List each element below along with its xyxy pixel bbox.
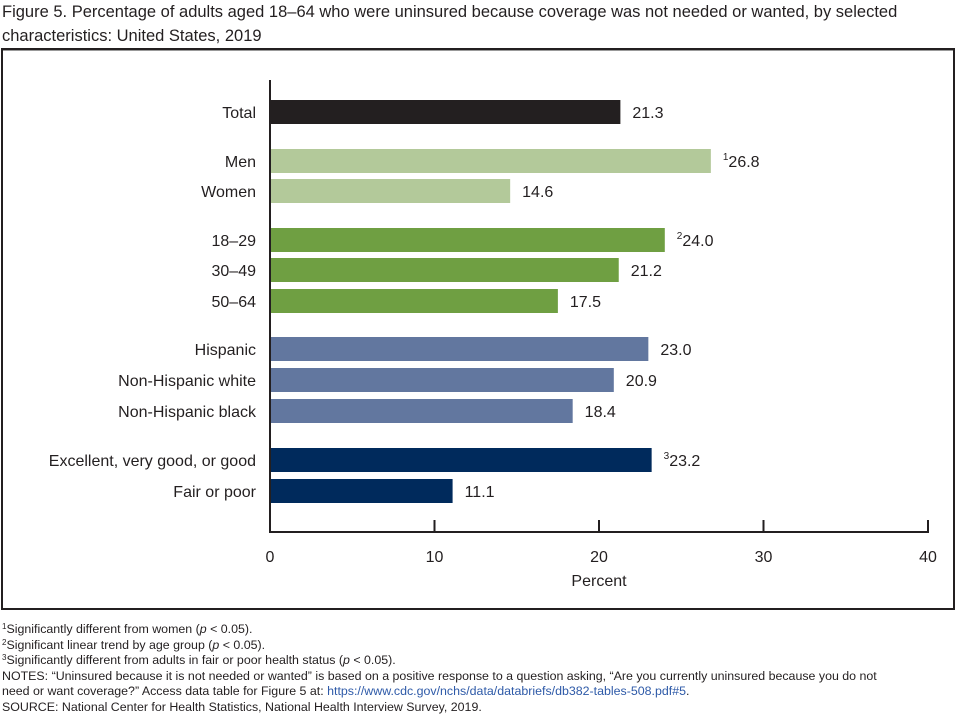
footnote-text: < 0.05).	[349, 653, 396, 667]
footnote-1: 1Significantly different from women (p <…	[2, 622, 957, 638]
x-axis-label: Percent	[571, 573, 627, 590]
footnote-italic: p	[212, 637, 220, 652]
bar	[270, 368, 614, 392]
x-tick-label: 40	[919, 549, 937, 566]
footnote-mark: 2	[2, 637, 7, 647]
notes-line-1: NOTES: “Uninsured because it is not need…	[2, 668, 877, 683]
value-label: 11.1	[465, 484, 495, 501]
notes-line-2: need or want coverage?” Access data tabl…	[2, 684, 957, 700]
footnote-mark: 1	[723, 152, 729, 163]
bar	[270, 179, 511, 203]
notes-section: 1Significantly different from women (p <…	[2, 622, 957, 715]
category-label: 30–49	[212, 263, 257, 280]
bar	[270, 258, 619, 282]
category-label: Excellent, very good, or good	[49, 453, 256, 470]
footnote-mark: 3	[664, 451, 670, 462]
footnote-3: 3Significantly different from adults in …	[2, 653, 957, 669]
bars-group	[270, 100, 711, 503]
value-label: 21.2	[631, 263, 662, 280]
bar	[270, 479, 453, 503]
footnote-italic: p	[343, 653, 350, 667]
figure-title: Figure 5. Percentage of adults aged 18–6…	[2, 3, 898, 45]
footnote-text: Significant linear trend by age group (	[6, 637, 213, 652]
category-label: Non-Hispanic white	[118, 373, 256, 390]
value-label: 17.5	[570, 294, 601, 311]
footnote-text: < 0.05).	[206, 622, 253, 636]
footnote-mark: 3	[2, 653, 7, 662]
footnote-italic: p	[199, 622, 207, 636]
category-label: Hispanic	[195, 342, 256, 359]
bar-chart: Total Men Women 18–29 30–49 50–64 Hispanic Non-…	[49, 80, 937, 590]
bar	[270, 228, 665, 252]
x-tick-label: 20	[590, 549, 608, 566]
category-label: Fair or poor	[173, 484, 256, 501]
x-tick-label: 0	[266, 549, 275, 566]
source-line: SOURCE: National Center for Health Stati…	[2, 699, 482, 714]
chart-frame	[1, 48, 955, 610]
footnote-text: < 0.05).	[219, 637, 266, 652]
notes-text: need or want coverage?” Access data tabl…	[2, 684, 328, 698]
value-label: 14.6	[522, 184, 553, 201]
footnote-mark: 1	[2, 622, 7, 631]
notes-text: .	[685, 684, 690, 698]
category-label: Women	[201, 184, 256, 201]
value-label: 224.0	[677, 231, 714, 250]
bar	[270, 399, 573, 423]
category-label: Men	[225, 154, 256, 171]
data-table-link[interactable]: https://www.cdc.gov/nchs/data/databriefs…	[327, 684, 686, 698]
x-tick-label: 30	[755, 549, 773, 566]
x-axis: 0 10 20 30 40	[266, 80, 937, 566]
value-labels-group: 21.3126.814.6224.021.217.523.020.918.432…	[465, 105, 760, 501]
footnote-text: Significantly different from adults in f…	[6, 653, 344, 667]
category-label: 50–64	[212, 294, 257, 311]
bar	[270, 448, 652, 472]
value-label: 323.2	[664, 451, 701, 470]
bar	[270, 149, 711, 173]
x-tick-label: 10	[426, 549, 444, 566]
value-label: 126.8	[723, 152, 760, 171]
value-label: 18.4	[585, 404, 616, 421]
category-label: Total	[222, 105, 256, 122]
footnote-text: Significantly different from women (	[6, 622, 200, 636]
value-label: 21.3	[632, 105, 663, 122]
bar	[270, 289, 558, 313]
footnote-2: 2Significant linear trend by age group (…	[2, 638, 957, 654]
bar	[270, 337, 649, 361]
value-label: 20.9	[626, 373, 657, 390]
category-label: Non-Hispanic black	[118, 404, 257, 421]
value-label: 23.0	[660, 342, 691, 359]
category-labels-group: Total Men Women 18–29 30–49 50–64 Hispanic Non-…	[49, 105, 257, 501]
category-label: 18–29	[212, 233, 257, 250]
bar	[270, 100, 621, 124]
footnote-mark: 2	[677, 231, 683, 242]
